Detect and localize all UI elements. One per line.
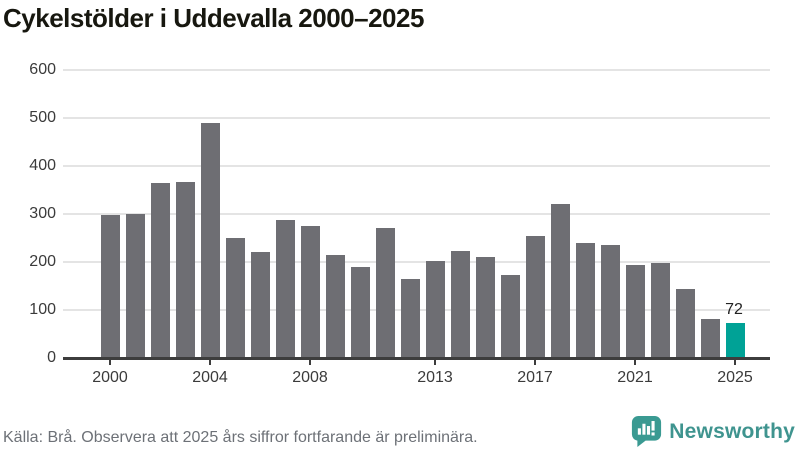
x-tick-mark-2000 bbox=[109, 360, 111, 365]
x-tick-label-2008: 2008 bbox=[292, 369, 328, 386]
x-tick-label-2017: 2017 bbox=[517, 369, 553, 386]
x-tick-mark-2013 bbox=[434, 360, 436, 365]
newsworthy-wordmark: Newsworthy bbox=[669, 419, 795, 443]
y-tick-label-100: 100 bbox=[29, 301, 56, 318]
gridline-400 bbox=[63, 165, 770, 167]
x-tick-label-2025: 2025 bbox=[717, 369, 753, 386]
bar-2022 bbox=[650, 263, 670, 358]
source-note: Källa: Brå. Observera att 2025 års siffr… bbox=[3, 429, 478, 446]
x-tick-mark-2004 bbox=[209, 360, 211, 365]
bar-value-label-2025: 72 bbox=[725, 301, 743, 319]
bar-2002 bbox=[150, 183, 170, 358]
chart-title: Cykelstölder i Uddevalla 2000–2025 bbox=[3, 3, 424, 33]
plot-area: 0 100 200 300 400 500 600 72 2000 2004 2008 2013 201… bbox=[29, 61, 770, 386]
x-tick-mark-2008 bbox=[309, 360, 311, 365]
bar-2020 bbox=[600, 244, 620, 358]
x-tick-label-2013: 2013 bbox=[417, 369, 453, 386]
x-tick-label-2021: 2021 bbox=[617, 369, 653, 386]
bar-2011 bbox=[375, 227, 395, 358]
gridline-600 bbox=[63, 69, 770, 71]
bar-2024 bbox=[700, 319, 720, 358]
y-tick-label-400: 400 bbox=[29, 157, 56, 174]
y-tick-label-200: 200 bbox=[29, 253, 56, 270]
bar-2021 bbox=[625, 265, 645, 358]
bar-2023 bbox=[675, 288, 695, 358]
bar-2018 bbox=[550, 204, 570, 358]
y-tick-label-600: 600 bbox=[29, 61, 56, 78]
newsworthy-speech-bubble-bar-chart-icon bbox=[631, 415, 662, 448]
bar-2013 bbox=[425, 260, 445, 358]
bar-2005 bbox=[225, 237, 245, 358]
bar-2025 bbox=[725, 323, 745, 358]
gridline-300 bbox=[63, 213, 770, 215]
y-tick-label-500: 500 bbox=[29, 109, 56, 126]
bar-2006 bbox=[250, 252, 270, 358]
gridline-500 bbox=[63, 117, 770, 119]
bar-2000 bbox=[100, 215, 120, 358]
bar-2003 bbox=[175, 182, 195, 358]
bar-2008 bbox=[300, 225, 320, 358]
x-tick-mark-2025 bbox=[734, 360, 736, 365]
bar-2010 bbox=[350, 266, 370, 358]
x-tick-label-2004: 2004 bbox=[192, 369, 228, 386]
bar-2001 bbox=[125, 214, 145, 358]
bar-2016 bbox=[500, 274, 520, 358]
bar-2007 bbox=[275, 219, 295, 358]
x-axis-line bbox=[63, 357, 770, 360]
bar-2012 bbox=[400, 278, 420, 358]
y-tick-label-0: 0 bbox=[47, 349, 56, 366]
y-tick-label-300: 300 bbox=[29, 205, 56, 222]
bar-2014 bbox=[450, 251, 470, 358]
newsworthy-logo: Newsworthy bbox=[631, 415, 795, 448]
bar-2017 bbox=[525, 235, 545, 358]
x-tick-mark-2021 bbox=[634, 360, 636, 365]
gridline-200 bbox=[63, 261, 770, 263]
x-tick-mark-2017 bbox=[534, 360, 536, 365]
bar-2019 bbox=[575, 243, 595, 358]
bar-2009 bbox=[325, 254, 345, 358]
x-tick-label-2000: 2000 bbox=[92, 369, 128, 386]
bar-2015 bbox=[475, 256, 495, 358]
bar-2004 bbox=[200, 123, 220, 358]
